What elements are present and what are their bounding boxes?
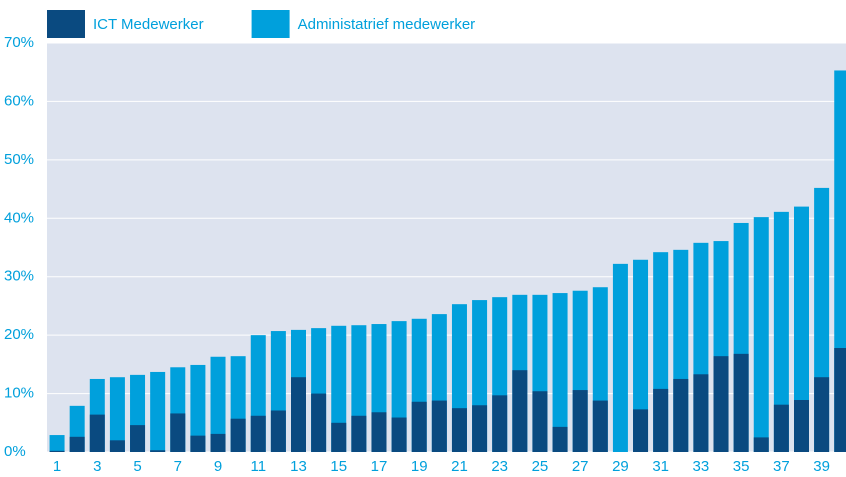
x-tick-label: 27 xyxy=(572,458,589,475)
bar xyxy=(250,415,266,452)
bar xyxy=(532,391,548,452)
x-tick-label: 37 xyxy=(773,458,790,475)
y-tick-label: 40% xyxy=(4,209,34,226)
bar xyxy=(773,404,789,452)
bar xyxy=(653,388,669,452)
bar xyxy=(633,409,649,452)
y-tick-label: 30% xyxy=(4,268,34,285)
bar xyxy=(371,412,387,452)
y-tick-label: 20% xyxy=(4,326,34,343)
bar xyxy=(592,400,608,452)
bar xyxy=(291,377,306,452)
bar xyxy=(472,405,488,452)
bar xyxy=(834,70,846,452)
bar xyxy=(351,415,367,452)
legend-label: Administatrief medewerker xyxy=(298,16,476,33)
bar xyxy=(633,259,649,452)
bar xyxy=(512,370,528,452)
bar xyxy=(451,408,467,452)
bar xyxy=(230,418,246,452)
x-tick-label: 19 xyxy=(411,458,428,475)
bar xyxy=(109,377,125,452)
bar xyxy=(109,440,125,452)
y-tick-label: 50% xyxy=(4,151,34,168)
bar xyxy=(270,410,286,452)
y-tick-label: 70% xyxy=(4,34,34,51)
bar xyxy=(753,437,769,452)
x-tick-label: 5 xyxy=(133,458,141,475)
bar xyxy=(492,395,508,452)
bar xyxy=(150,371,166,452)
x-tick-label: 39 xyxy=(813,458,830,475)
x-tick-label: 13 xyxy=(290,458,307,475)
y-tick-label: 60% xyxy=(4,92,34,109)
x-tick-label: 29 xyxy=(612,458,629,475)
x-tick-label: 25 xyxy=(532,458,549,475)
bar xyxy=(612,263,628,452)
bar xyxy=(572,390,588,452)
legend-swatch xyxy=(251,10,290,38)
x-tick-label: 7 xyxy=(174,458,182,475)
bar xyxy=(150,450,166,452)
bar xyxy=(311,393,327,452)
bar xyxy=(713,356,729,452)
bar xyxy=(130,425,146,452)
bar xyxy=(69,436,85,452)
bar xyxy=(49,435,65,452)
x-tick-label: 3 xyxy=(93,458,101,475)
bar xyxy=(331,422,347,452)
bar xyxy=(814,377,830,452)
x-tick-label: 35 xyxy=(733,458,750,475)
bar xyxy=(190,435,206,452)
bar xyxy=(773,211,789,452)
bar xyxy=(89,414,105,452)
x-tick-label: 17 xyxy=(371,458,388,475)
bar xyxy=(190,364,206,452)
bar xyxy=(552,293,568,452)
bar xyxy=(391,417,407,452)
y-tick-label: 10% xyxy=(4,385,34,402)
bar xyxy=(210,356,226,452)
bar xyxy=(210,433,226,452)
x-tick-label: 9 xyxy=(214,458,222,475)
bar xyxy=(753,217,769,452)
legend-label: ICT Medewerker xyxy=(93,16,204,33)
x-tick-label: 23 xyxy=(491,458,508,475)
bar xyxy=(693,374,709,452)
bar xyxy=(552,426,568,452)
bar xyxy=(170,413,186,452)
bar xyxy=(794,206,809,452)
bar xyxy=(673,378,689,452)
bar xyxy=(733,353,749,452)
x-tick-label: 11 xyxy=(250,458,266,475)
bar xyxy=(331,325,347,452)
bar xyxy=(834,347,846,452)
bar xyxy=(431,400,447,452)
bar xyxy=(411,401,427,452)
legend-swatch xyxy=(47,10,85,38)
bar xyxy=(49,450,65,452)
x-tick-label: 21 xyxy=(451,458,468,475)
x-tick-label: 1 xyxy=(53,458,61,475)
x-tick-label: 15 xyxy=(330,458,347,475)
x-tick-label: 33 xyxy=(693,458,710,475)
y-tick-label: 0% xyxy=(4,443,26,460)
x-tick-label: 31 xyxy=(652,458,669,475)
bar xyxy=(794,399,809,452)
